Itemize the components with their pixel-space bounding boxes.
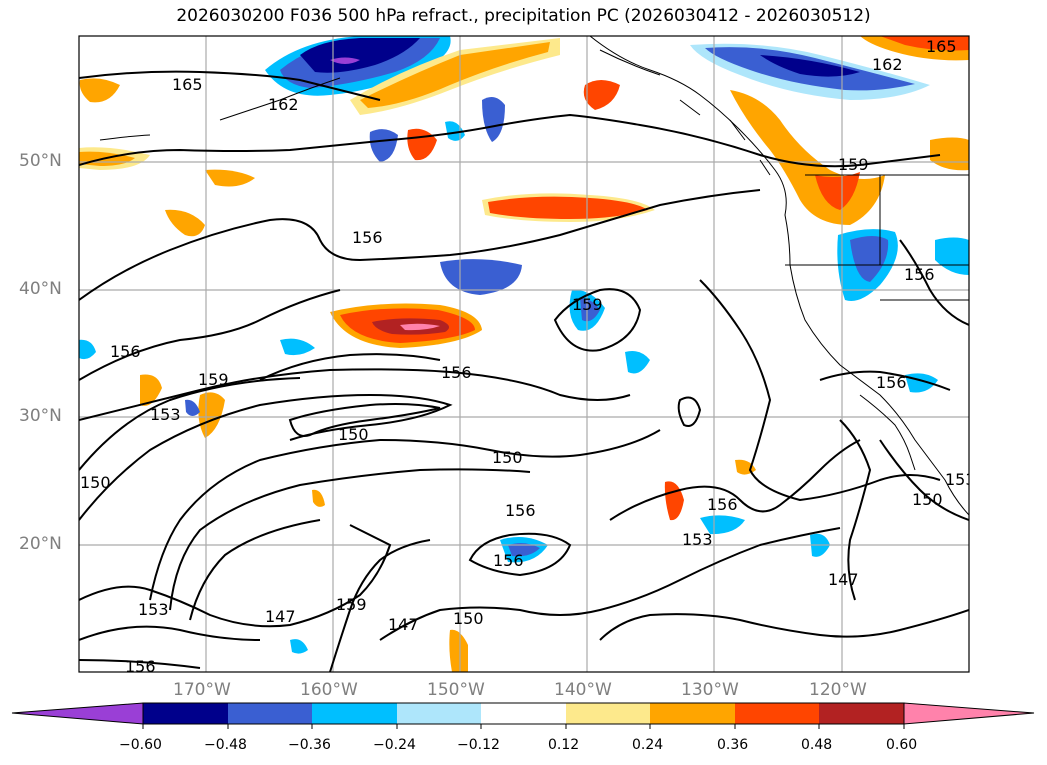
precip-blob [79, 339, 96, 360]
lon-label: 170°W [173, 680, 231, 700]
colorbar-bin [228, 703, 312, 724]
lon-label: 130°W [681, 680, 739, 700]
lon-label: 160°W [300, 680, 358, 700]
contour-label: 150 [912, 490, 943, 509]
colorbar-tick-label: −0.24 [373, 737, 416, 753]
colorbar-under-arrow [11, 702, 144, 725]
lat-label: 50°N [19, 151, 62, 171]
colorbar-over-arrow [903, 702, 1035, 725]
lat-label: 20°N [19, 534, 62, 554]
colorbar-tick-label: 0.60 [886, 737, 918, 753]
contour-label: 159 [198, 370, 229, 389]
contour-label: 150 [453, 609, 484, 628]
precip-blob [583, 80, 620, 110]
contour-label: 150 [338, 425, 369, 444]
precip-blob [79, 78, 120, 103]
colorbar-bin [143, 703, 228, 724]
lon-label: 150°W [427, 680, 485, 700]
colorbar-bin [481, 703, 566, 724]
precip-blob [300, 38, 420, 73]
map-title: 2026030200 F036 500 hPa refract., precip… [176, 6, 871, 26]
precip-blob [815, 172, 860, 210]
colorbar-bin [819, 703, 904, 724]
colorbar-tick-label: −0.12 [457, 737, 500, 753]
colorbar-bin [735, 703, 819, 724]
precip-blob [580, 298, 600, 322]
colorbar-tick-label: 0.48 [801, 737, 833, 753]
precip-blob [280, 338, 315, 356]
colorbar-bin [397, 703, 481, 724]
colorbar-tick-label: −0.60 [119, 737, 162, 753]
contour-label: 165 [172, 75, 203, 94]
contour-label: 159 [336, 595, 367, 614]
colorbar-tick-label: 0.36 [717, 737, 749, 753]
lat-label: 30°N [19, 406, 62, 426]
precip-blob [140, 374, 162, 406]
colorbar-bin [312, 703, 397, 724]
precip-blob [330, 57, 360, 64]
contour-label: 165 [926, 37, 957, 56]
precip-blob [198, 392, 225, 438]
precip-blob [880, 36, 969, 51]
colorbar-bin [566, 703, 650, 724]
contour-label: 153 [945, 470, 976, 489]
contour-label: 156 [110, 342, 141, 361]
precip-blob [935, 237, 969, 275]
contour-labels: 165 162 162 165 159 156 159 156 156 159 … [80, 37, 976, 676]
contour-label: 153 [682, 530, 713, 549]
colorbar-outline [142, 702, 905, 725]
map-background [79, 36, 969, 672]
precip-blob [290, 639, 308, 654]
precip-blob [625, 351, 650, 374]
contour-label: 156 [493, 551, 524, 570]
contour-label: 150 [80, 473, 111, 492]
colorbar-bin [650, 703, 735, 724]
contour-label: 147 [265, 607, 296, 626]
precip-blob [700, 515, 745, 535]
refractivity-contours [79, 70, 969, 672]
contour-label: 162 [872, 55, 903, 74]
precip-blob [850, 236, 889, 282]
colorbar-tick-label: 0.24 [632, 737, 664, 753]
contour-label: 147 [388, 615, 419, 634]
contour-label: 156 [125, 657, 156, 676]
precip-blob [760, 55, 860, 77]
precip-blob [508, 543, 540, 557]
contour-label: 156 [876, 373, 907, 392]
precip-blob [185, 399, 200, 416]
lat-label: 40°N [19, 279, 62, 299]
map-gridlines [79, 36, 969, 672]
lon-label: 140°W [554, 680, 612, 700]
precip-blob [488, 196, 648, 219]
contour-label: 156 [441, 363, 472, 382]
map-frame [78, 35, 970, 673]
contour-label: 162 [268, 95, 299, 114]
lon-label: 120°W [809, 680, 867, 700]
precip-blob [312, 489, 325, 507]
contour-label: 156 [904, 265, 935, 284]
colorbar-tick-label: −0.36 [288, 737, 331, 753]
contour-label: 147 [828, 570, 859, 589]
precip-blob [360, 42, 550, 108]
precip-blob [205, 169, 255, 187]
contour-label: 156 [505, 501, 536, 520]
coastlines [99, 36, 969, 516]
colorbar-tick-label: −0.48 [204, 737, 247, 753]
contour-label: 153 [150, 405, 181, 424]
precip-blob [369, 129, 398, 162]
contour-label: 156 [352, 228, 383, 247]
contour-label: 156 [707, 495, 738, 514]
precip-blob [482, 96, 505, 142]
contour-label: 150 [492, 448, 523, 467]
precip-blob [449, 629, 468, 672]
precip-blob [165, 209, 205, 237]
contour-label: 153 [138, 600, 169, 619]
colorbar-tick-label: 0.12 [548, 737, 580, 753]
contour-label: 159 [572, 295, 603, 314]
precip-blob [400, 323, 440, 331]
precip-shading [79, 36, 969, 672]
colorbar [11, 702, 1035, 729]
contour-label: 159 [838, 155, 869, 174]
